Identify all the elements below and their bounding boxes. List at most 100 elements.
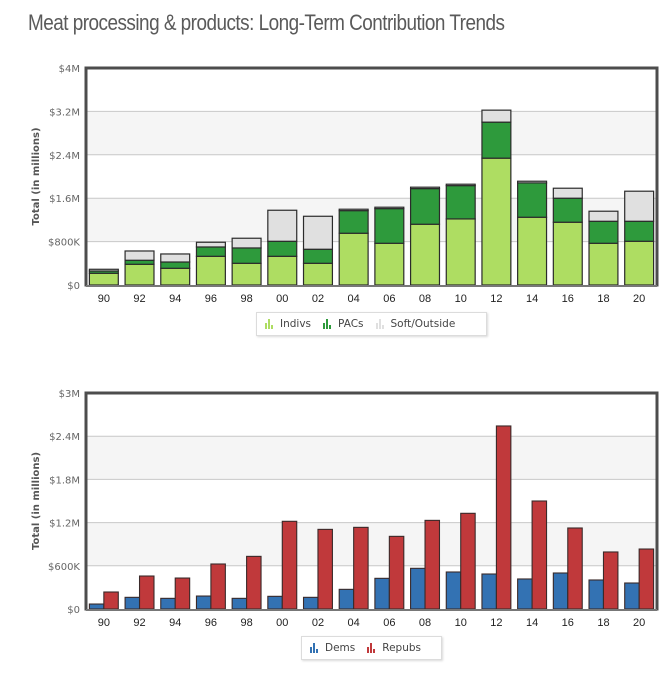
bar-soft-outside	[445, 183, 476, 187]
x-tick-label: 02	[312, 293, 324, 305]
bar-pacs	[552, 197, 583, 223]
bar-indivs	[517, 216, 548, 286]
bar-indivs	[624, 240, 655, 286]
bar-soft-outside	[338, 208, 369, 212]
x-tick-label: 90	[98, 293, 110, 305]
y-tick-label: $3M	[59, 389, 80, 400]
x-tick-label: 94	[169, 293, 181, 305]
x-tick-label: 16	[562, 617, 574, 629]
bar-repubs	[638, 548, 655, 610]
y-tick-label: $4M	[59, 64, 80, 75]
bar-dems	[88, 603, 105, 610]
legend-item-indivs[interactable]: Indivs	[265, 318, 311, 330]
y-axis-title: Total (in millions)	[31, 127, 42, 225]
x-tick-label: 02	[312, 617, 324, 629]
y-tick-label: $2.4M	[49, 151, 80, 162]
y-tick-label: $1.6M	[49, 194, 80, 205]
bar-repubs	[567, 527, 583, 610]
bar-pacs	[160, 261, 191, 269]
bar-repubs	[531, 500, 548, 610]
bar-pacs	[195, 246, 226, 257]
bar-dems	[267, 595, 283, 610]
legend-label-dems: Dems	[325, 642, 356, 654]
x-tick-label: 10	[455, 293, 467, 305]
bar-repubs	[424, 519, 441, 610]
bar-pacs	[588, 220, 619, 244]
bar-pacs	[481, 121, 512, 159]
bar-dems	[338, 588, 355, 610]
x-tick-label: 90	[98, 617, 110, 629]
x-tick-label: 04	[348, 617, 360, 629]
legend-item-dems[interactable]: Dems	[310, 642, 355, 654]
bar-soft-outside	[267, 209, 298, 242]
y-axis-title: Total (in millions)	[31, 452, 42, 550]
legend-item-repubs[interactable]: Repubs	[367, 642, 421, 654]
y-tick-label: $1.8M	[49, 475, 80, 486]
bar-repubs	[246, 555, 262, 610]
bar-pacs	[338, 210, 369, 234]
bar-indivs	[124, 263, 155, 286]
bar-dems	[302, 596, 319, 610]
bar-indivs	[374, 242, 405, 286]
bar-dems	[624, 582, 640, 610]
bar-indivs	[338, 232, 369, 286]
x-tick-label: 12	[490, 617, 502, 629]
legend-label-repubs: Repubs	[382, 642, 421, 654]
x-tick-label: 06	[383, 617, 395, 629]
bar-repubs	[353, 526, 369, 610]
y-tick-label: $600K	[48, 562, 80, 573]
x-tick-label: 14	[526, 617, 538, 629]
bar-soft-outside	[231, 237, 262, 249]
x-tick-label: 08	[419, 293, 431, 305]
bar-indivs	[160, 267, 191, 286]
y-tick-label: $3.2M	[49, 107, 80, 118]
bar-repubs	[138, 575, 155, 610]
page-title: Meat processing & products: Long-Term Co…	[28, 10, 505, 35]
bar-soft-outside	[195, 241, 226, 248]
x-tick-label: 14	[526, 293, 538, 305]
legend-item-soft-outside[interactable]: Soft/Outside	[375, 318, 456, 330]
bar-pacs	[267, 240, 298, 257]
x-tick-label: 98	[240, 293, 252, 305]
x-tick-label: 20	[633, 293, 645, 305]
x-tick-label: 20	[633, 617, 645, 629]
bar-pacs	[302, 248, 334, 264]
grid-band	[86, 522, 657, 566]
bar-dems	[195, 595, 212, 610]
bar-soft-outside	[124, 250, 155, 261]
x-tick-label: 96	[205, 293, 217, 305]
bar-soft-outside	[552, 187, 583, 199]
bar-dems	[552, 572, 569, 610]
bar-pacs	[409, 187, 441, 225]
legend-label-pacs: PACs	[338, 318, 364, 330]
bar-indivs	[231, 262, 262, 286]
bar-pacs	[624, 220, 655, 242]
bar-dems	[231, 597, 248, 610]
bar-pacs	[374, 208, 405, 244]
bar-soft-outside	[517, 180, 548, 184]
bar-chart-icon	[375, 319, 385, 329]
bar-dems	[410, 567, 426, 610]
bar-indivs	[195, 255, 226, 286]
bar-soft-outside	[481, 109, 512, 123]
bar-indivs	[88, 272, 119, 286]
bar-repubs	[210, 563, 226, 610]
x-tick-label: 92	[133, 293, 145, 305]
legend-item-pacs[interactable]: PACs	[323, 318, 364, 330]
bar-chart-icon	[367, 643, 376, 653]
bar-repubs	[103, 591, 119, 610]
bar-indivs	[552, 221, 583, 286]
y-tick-label: $0	[67, 281, 80, 292]
x-tick-label: 08	[419, 617, 431, 629]
bar-repubs	[281, 520, 298, 610]
y-tick-label: $800K	[48, 238, 80, 249]
bar-indivs	[409, 223, 441, 286]
y-tick-label: $2.4M	[49, 432, 80, 443]
x-tick-label: 00	[276, 617, 288, 629]
x-tick-label: 96	[205, 617, 217, 629]
bar-pacs	[517, 182, 548, 218]
legend-label-soft-outside: Soft/Outside	[390, 318, 456, 330]
bar-indivs	[588, 242, 619, 286]
grid-band	[86, 111, 657, 155]
contribution-source-chart: $0 $800K $1.6M $2.4M $3.2M $4M Total (in milli…	[31, 64, 659, 305]
